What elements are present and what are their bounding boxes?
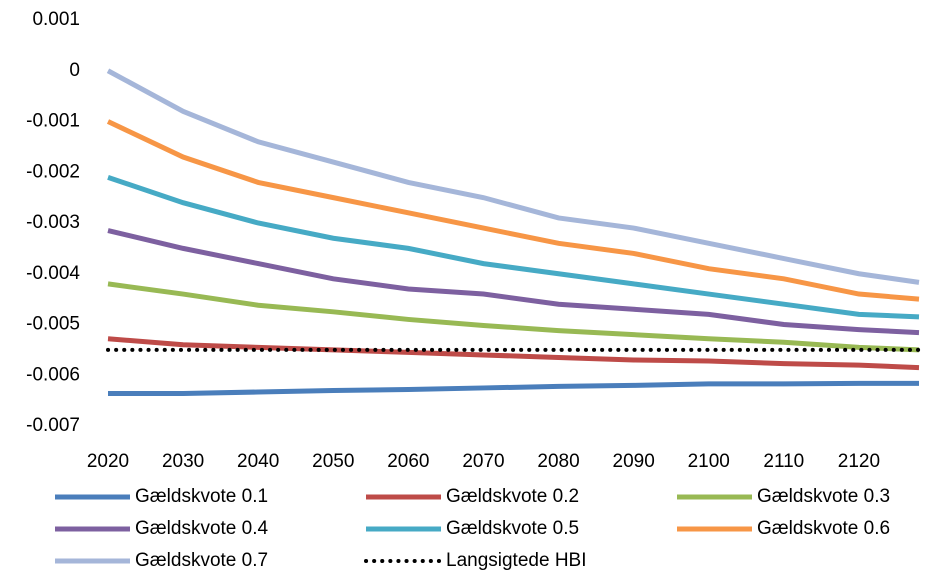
series-line bbox=[106, 68, 920, 285]
x-tick-label: 2020 bbox=[87, 451, 129, 472]
x-tick-label: 2050 bbox=[312, 451, 354, 472]
legend-label: Gældskvote 0.2 bbox=[446, 486, 579, 507]
x-tick-label: 2120 bbox=[838, 451, 880, 472]
x-tick-label: 2060 bbox=[387, 451, 429, 472]
legend-label: Gældskvote 0.4 bbox=[135, 518, 268, 539]
x-tick-label: 2090 bbox=[613, 451, 655, 472]
series-line bbox=[107, 336, 920, 371]
x-tick-label: 2070 bbox=[462, 451, 504, 472]
x-tick-label: 2100 bbox=[688, 451, 730, 472]
y-tick-label: -0.007 bbox=[26, 415, 80, 436]
x-tick-label: 2110 bbox=[763, 451, 804, 472]
legend-label: Gældskvote 0.6 bbox=[757, 518, 890, 539]
legend-label: Gældskvote 0.3 bbox=[757, 486, 890, 507]
y-tick-label: -0.006 bbox=[26, 364, 80, 385]
x-tick-label: 2040 bbox=[237, 451, 279, 472]
y-tick-label: 0.001 bbox=[32, 9, 80, 30]
y-tick-label: -0.005 bbox=[26, 314, 80, 335]
legend-label: Gældskvote 0.1 bbox=[135, 486, 268, 507]
series-line bbox=[106, 119, 920, 302]
legend-label: Gældskvote 0.5 bbox=[446, 518, 579, 539]
x-tick-label: 2080 bbox=[537, 451, 579, 472]
y-tick-label: -0.001 bbox=[26, 111, 80, 132]
legend-label: Gældskvote 0.7 bbox=[135, 550, 268, 571]
series-line bbox=[107, 281, 920, 353]
y-tick-label: 0 bbox=[69, 60, 80, 81]
series-line bbox=[108, 380, 919, 397]
series-line bbox=[107, 228, 920, 336]
legend-label: Langsigtede HBI bbox=[446, 550, 587, 571]
series-line bbox=[107, 174, 920, 320]
x-tick-label: 2030 bbox=[162, 451, 204, 472]
y-tick-label: -0.004 bbox=[26, 263, 80, 284]
y-tick-label: -0.003 bbox=[26, 212, 80, 233]
y-tick-label: -0.002 bbox=[26, 161, 80, 182]
